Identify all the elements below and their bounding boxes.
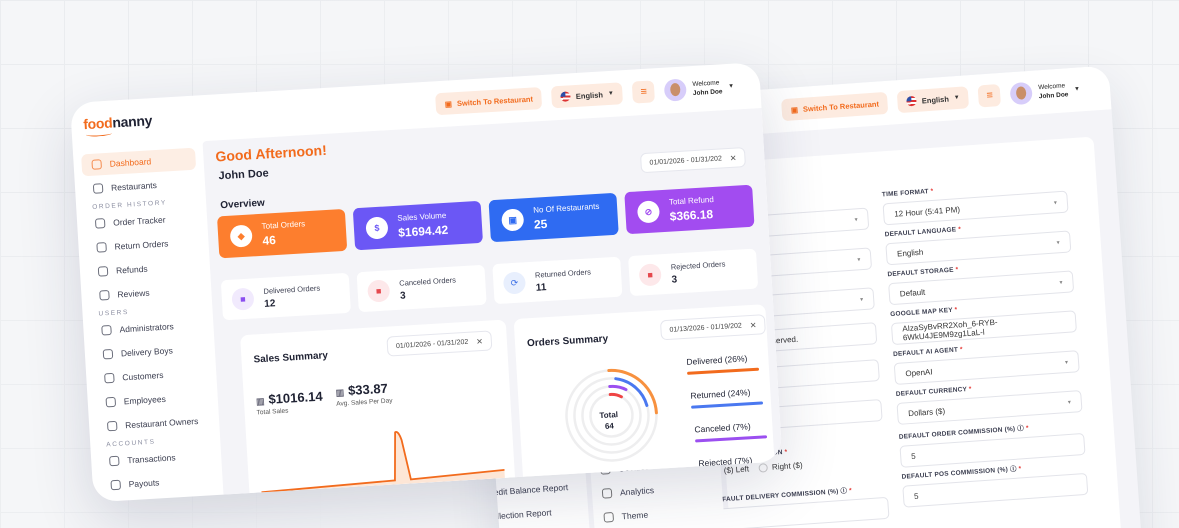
- sidebar-item-reviews[interactable]: Reviews: [89, 278, 204, 307]
- analytics-icon: [601, 488, 613, 499]
- star-icon: [99, 290, 110, 301]
- sales-date-range[interactable]: 01/01/2026 - 01/31/202 ✕: [386, 330, 493, 357]
- default-currency-field: DEFAULT CURRENCY * Dollars ($) ▾: [896, 378, 1083, 425]
- dashboard-window: foodnanny ▣ Switch To Restaurant English…: [70, 62, 783, 503]
- total-sales: ▥ $1016.14 Total Sales: [255, 388, 324, 417]
- avatar: [1009, 81, 1034, 106]
- greeting-name: John Doe: [218, 167, 270, 183]
- transactions-icon: [109, 455, 120, 467]
- caret-down-icon: ▼: [1073, 86, 1081, 93]
- greeting: Good Afternoon!: [214, 141, 328, 165]
- stat-rejected-orders: ■ Rejected Orders 3: [628, 248, 759, 297]
- delivery-commission-field: DEFAULT DELIVERY COMMISSION (%) ⓘ *: [712, 482, 890, 528]
- hamburger-icon: ≡: [640, 85, 648, 99]
- dashboard-main: Good Afternoon! John Doe Overview 01/01/…: [202, 107, 783, 503]
- delivered-icon: ■: [231, 287, 255, 311]
- language-select[interactable]: English ▼: [897, 86, 970, 114]
- store-icon: ▣: [444, 98, 453, 109]
- google-map-key-field: GOOGLE MAP KEY * AIzaSyBvRR2Xoh_6-RYB-6W…: [890, 298, 1077, 346]
- avatar: [664, 78, 688, 102]
- overview-date-range[interactable]: 01/01/2026 - 01/31/202 ✕: [639, 147, 747, 174]
- caret-down-icon: ▼: [728, 83, 735, 90]
- user-menu[interactable]: Welcome John Doe ▼: [1009, 78, 1081, 106]
- employees-icon: [105, 396, 117, 408]
- stat-total-orders: ◆ Total Orders 46: [216, 208, 348, 259]
- user-menu[interactable]: Welcome John Doe ▼: [664, 76, 735, 102]
- refund-icon: ⊘: [636, 200, 661, 224]
- store-icon: [92, 183, 104, 194]
- return-icon: [96, 242, 107, 253]
- customers-icon: [104, 372, 115, 384]
- legend-canceled: Canceled (7%): [694, 420, 768, 443]
- orders-summary-card: Orders Summary 01/13/2026 - 01/19/202 ✕ T…: [513, 304, 776, 499]
- sidebar-item-restaurant-owners[interactable]: Restaurant Owners: [97, 409, 212, 438]
- avg-sales: ▥ $33.87 Avg. Sales Per Day: [335, 380, 393, 408]
- overview-title: Overview: [220, 197, 266, 212]
- dashboard-icon: [91, 159, 102, 170]
- payouts-icon: [110, 479, 122, 491]
- stat-delivered-orders: ■ Delivered Orders 12: [220, 272, 351, 321]
- sales-summary-card: Sales Summary 01/01/2026 - 01/31/202 ✕ ▥ $…: [240, 319, 517, 503]
- dollar-icon: $: [365, 216, 389, 240]
- store-icon: ▣: [790, 104, 799, 115]
- canceled-icon: ■: [367, 279, 391, 303]
- returned-icon: ⟳: [502, 271, 527, 295]
- caret-down-icon: ▼: [953, 94, 960, 102]
- bike-icon: [102, 348, 114, 360]
- menu-toggle-button[interactable]: ≡: [632, 80, 656, 104]
- stat-sales-volume: $ Sales Volume $1694.42: [352, 200, 484, 251]
- default-ai-agent-field: DEFAULT AI AGENT * OpenAI ▾: [893, 338, 1080, 386]
- us-flag-icon: [906, 95, 918, 107]
- hamburger-icon: ≡: [986, 89, 994, 102]
- stat-total-refund: ⊘ Total Refund $366.18: [624, 184, 755, 235]
- orders-total: Total 64: [599, 410, 619, 431]
- bar-chart-icon: ▥: [255, 395, 265, 407]
- close-icon: ✕: [475, 336, 484, 346]
- time-format-field: TIME FORMAT * 12 Hour (5:41 PM) ▾: [882, 179, 1069, 226]
- radio-right[interactable]: Right ($): [758, 461, 803, 474]
- orders-date-range[interactable]: 01/13/2026 - 01/19/202 ✕: [659, 314, 767, 341]
- legend-returned: Returned (24%): [690, 386, 764, 409]
- switch-restaurant-button[interactable]: ▣ Switch To Restaurant: [435, 87, 543, 116]
- stat-returned-orders: ⟳ Returned Orders 11: [492, 256, 623, 305]
- refund-icon: [97, 266, 109, 277]
- orders-radial-chart: [565, 369, 658, 462]
- stat-restaurants: ▣ No Of Restaurants 25: [488, 192, 619, 243]
- theme-icon: [603, 511, 615, 523]
- default-storage-field: DEFAULT STORAGE * Default ▾: [887, 258, 1075, 306]
- menu-toggle-button[interactable]: ≡: [977, 83, 1002, 108]
- rejected-icon: ■: [638, 263, 662, 287]
- sidebar-item-restaurants[interactable]: Restaurants: [82, 172, 197, 201]
- language-select[interactable]: English ▼: [551, 82, 624, 109]
- switch-restaurant-button[interactable]: ▣ Switch To Restaurant: [781, 91, 889, 122]
- legend-delivered: Delivered (26%): [686, 353, 760, 375]
- store-icon: ▣: [501, 208, 525, 232]
- stat-canceled-orders: ■ Canceled Orders 3: [356, 264, 487, 313]
- close-icon: ✕: [749, 320, 757, 330]
- sales-line-chart: [261, 431, 505, 494]
- default-language-field: DEFAULT LANGUAGE * English ▾: [884, 218, 1072, 266]
- close-icon: ✕: [729, 153, 737, 163]
- owner-icon: [106, 420, 118, 432]
- user-icon: [101, 324, 112, 336]
- bar-chart-icon: ▥: [335, 387, 345, 398]
- caret-down-icon: ▼: [607, 90, 615, 98]
- order-tracker-icon: [94, 218, 106, 229]
- box-icon: ◆: [229, 224, 253, 248]
- sidebar: Dashboard Restaurants ORDER HISTORY Orde…: [73, 145, 224, 502]
- us-flag-icon: [560, 91, 572, 102]
